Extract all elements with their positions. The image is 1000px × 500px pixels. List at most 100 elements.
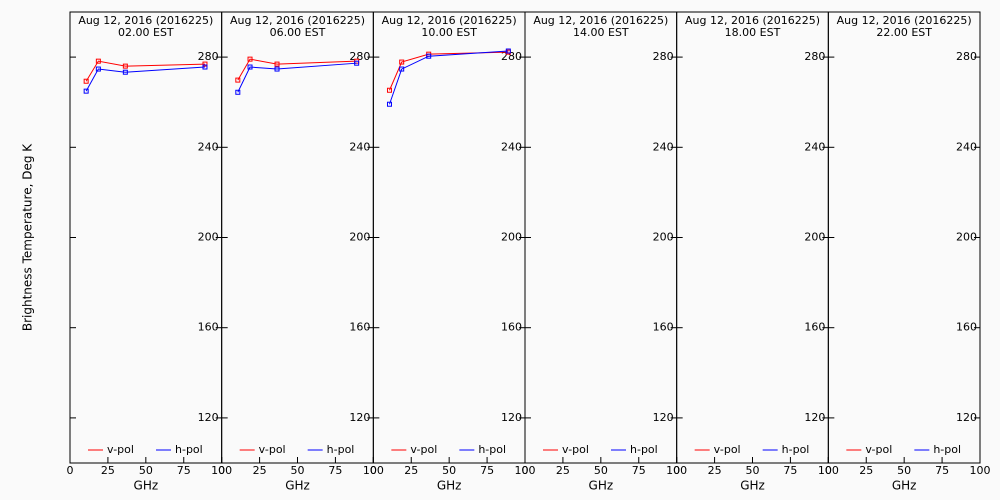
x-tick-label: 75: [480, 464, 494, 477]
x-tick-label: 50: [291, 464, 305, 477]
data-point: [235, 77, 241, 83]
x-tick-label: 50: [594, 464, 608, 477]
y-tick-label: 120: [653, 411, 674, 424]
x-tick-label: 25: [404, 464, 418, 477]
data-point: [122, 63, 128, 69]
x-tick-label: 0: [825, 464, 832, 477]
x-axis-label: GHz: [740, 479, 765, 493]
x-axis-label: GHz: [437, 479, 462, 493]
panel-title: Aug 12, 2016 (2016225): [230, 14, 365, 27]
y-tick-label: 160: [198, 321, 219, 334]
panel-subtitle: 22.00 EST: [876, 26, 932, 39]
x-tick-label: 25: [101, 464, 115, 477]
x-tick-label: 50: [442, 464, 456, 477]
x-axis-label: GHz: [285, 479, 310, 493]
x-tick-label: 25: [253, 464, 267, 477]
legend-label: h-pol: [478, 443, 506, 456]
series-line: [389, 50, 509, 105]
x-tick-label: 100: [363, 464, 384, 477]
y-tick-label: 240: [804, 140, 825, 153]
legend-label: h-pol: [327, 443, 355, 456]
x-axis-label: GHz: [134, 479, 159, 493]
data-point: [202, 61, 208, 67]
x-tick-label: 0: [522, 464, 529, 477]
y-tick-label: 240: [349, 140, 370, 153]
y-tick-label: 200: [349, 231, 370, 244]
x-tick-label: 100: [666, 464, 687, 477]
y-tick-label: 200: [956, 231, 977, 244]
data-point: [83, 78, 89, 84]
y-tick-label: 240: [501, 140, 522, 153]
data-point: [399, 66, 405, 72]
data-point: [247, 56, 253, 62]
legend-label: h-pol: [175, 443, 203, 456]
x-tick-label: 0: [67, 464, 74, 477]
data-point: [386, 87, 392, 93]
data-point: [386, 101, 392, 107]
series-line: [85, 66, 206, 92]
x-tick-label: 75: [177, 464, 191, 477]
x-tick-label: 50: [139, 464, 153, 477]
data-point: [505, 48, 511, 54]
data-point: [399, 59, 405, 65]
x-tick-label: 75: [935, 464, 949, 477]
y-tick-label: 240: [198, 140, 219, 153]
data-point: [426, 53, 432, 59]
y-tick-label: 240: [956, 140, 977, 153]
panel-title: Aug 12, 2016 (2016225): [533, 14, 668, 27]
x-tick-label: 25: [859, 464, 873, 477]
y-tick-label: 160: [653, 321, 674, 334]
y-tick-label: 280: [198, 50, 219, 63]
panel-subtitle: 18.00 EST: [725, 26, 781, 39]
panel-subtitle: 10.00 EST: [421, 26, 477, 39]
y-tick-label: 200: [804, 231, 825, 244]
y-tick-label: 120: [956, 411, 977, 424]
panel-title: Aug 12, 2016 (2016225): [837, 14, 972, 27]
y-tick-label: 160: [349, 321, 370, 334]
x-tick-label: 100: [818, 464, 839, 477]
x-tick-label: 100: [515, 464, 536, 477]
y-tick-label: 280: [804, 50, 825, 63]
y-tick-label: 240: [653, 140, 674, 153]
data-point: [83, 88, 89, 94]
x-tick-label: 25: [556, 464, 570, 477]
y-tick-label: 200: [198, 231, 219, 244]
data-point: [95, 66, 101, 72]
legend-label: v-pol: [865, 443, 892, 456]
y-tick-label: 120: [804, 411, 825, 424]
series-line: [237, 58, 357, 81]
data-point: [235, 89, 241, 95]
x-tick-label: 75: [328, 464, 342, 477]
series-line: [85, 60, 205, 82]
y-tick-label: 160: [501, 321, 522, 334]
x-tick-label: 100: [211, 464, 232, 477]
series-line: [237, 62, 357, 93]
x-tick-label: 100: [970, 464, 991, 477]
x-tick-label: 0: [218, 464, 225, 477]
legend-label: h-pol: [933, 443, 961, 456]
x-tick-label: 0: [673, 464, 680, 477]
x-axis-label: GHz: [892, 479, 917, 493]
x-tick-label: 50: [746, 464, 760, 477]
y-tick-label: 200: [653, 231, 674, 244]
y-tick-label: 120: [349, 411, 370, 424]
y-tick-label: 200: [501, 231, 522, 244]
x-tick-label: 25: [708, 464, 722, 477]
x-tick-label: 50: [897, 464, 911, 477]
legend-label: v-pol: [259, 443, 286, 456]
legend-label: v-pol: [410, 443, 437, 456]
data-point: [274, 66, 280, 72]
legend-label: h-pol: [630, 443, 658, 456]
y-tick-label: 280: [653, 50, 674, 63]
data-point: [354, 60, 360, 66]
y-tick-label: 160: [956, 321, 977, 334]
legend-label: v-pol: [562, 443, 589, 456]
y-tick-label: 280: [956, 50, 977, 63]
y-tick-label: 160: [804, 321, 825, 334]
panel-title: Aug 12, 2016 (2016225): [78, 14, 213, 27]
x-tick-label: 75: [632, 464, 646, 477]
panel-subtitle: 06.00 EST: [270, 26, 326, 39]
data-point: [95, 58, 101, 64]
legend-label: v-pol: [107, 443, 134, 456]
